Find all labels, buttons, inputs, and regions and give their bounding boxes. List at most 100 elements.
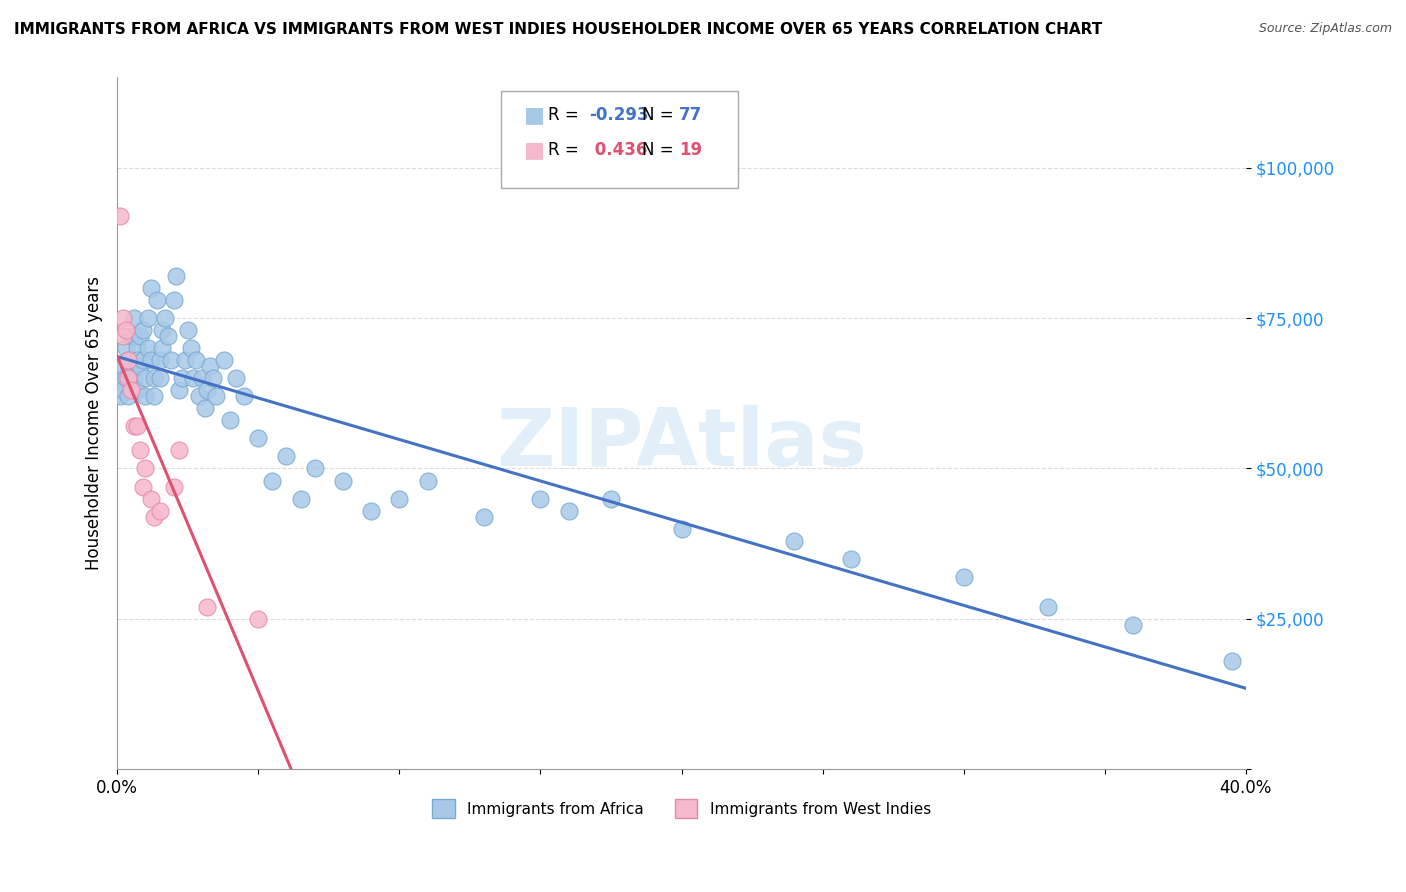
Point — [183, 371, 205, 385]
Point — [162, 479, 184, 493]
Point — [122, 311, 145, 326]
Point — [153, 311, 176, 326]
Point — [139, 353, 162, 368]
Point — [150, 323, 173, 337]
Point — [114, 371, 136, 385]
Point — [247, 612, 270, 626]
Point — [156, 329, 179, 343]
Text: IMMIGRANTS FROM AFRICA VS IMMIGRANTS FROM WEST INDIES HOUSEHOLDER INCOME OVER 65: IMMIGRANTS FROM AFRICA VS IMMIGRANTS FRO… — [14, 22, 1102, 37]
Point — [180, 341, 202, 355]
Point — [165, 268, 187, 283]
Point — [111, 359, 134, 374]
Point — [177, 323, 200, 337]
Point — [172, 371, 194, 385]
Text: R =: R = — [548, 141, 585, 159]
Point — [671, 522, 693, 536]
Point — [120, 371, 142, 385]
Point — [169, 443, 191, 458]
Point — [122, 371, 145, 385]
Text: Source: ZipAtlas.com: Source: ZipAtlas.com — [1258, 22, 1392, 36]
Point — [108, 209, 131, 223]
Point — [131, 353, 153, 368]
Point — [529, 491, 551, 506]
Point — [139, 281, 162, 295]
Point — [1122, 618, 1144, 632]
Point — [108, 389, 131, 403]
Point — [200, 359, 222, 374]
Point — [111, 384, 134, 398]
Point — [148, 353, 170, 368]
Point — [128, 329, 150, 343]
Point — [136, 341, 159, 355]
Point — [111, 311, 134, 326]
Point — [114, 323, 136, 337]
Point — [214, 353, 236, 368]
Point — [122, 329, 145, 343]
Point — [783, 533, 806, 548]
Legend: Immigrants from Africa, Immigrants from West Indies: Immigrants from Africa, Immigrants from … — [426, 793, 936, 824]
Point — [233, 389, 256, 403]
Point — [120, 353, 142, 368]
Point — [205, 389, 228, 403]
Point — [360, 503, 382, 517]
Point — [145, 293, 167, 307]
Point — [142, 389, 165, 403]
Text: 77: 77 — [679, 106, 703, 125]
Text: ■: ■ — [523, 105, 544, 126]
Point — [194, 401, 217, 416]
Point — [131, 323, 153, 337]
Point — [148, 503, 170, 517]
Point — [139, 491, 162, 506]
Point — [197, 384, 219, 398]
Point — [262, 474, 284, 488]
Point — [114, 341, 136, 355]
Y-axis label: Householder Income Over 65 years: Householder Income Over 65 years — [86, 277, 103, 570]
Point — [120, 329, 142, 343]
Point — [1220, 654, 1243, 668]
Point — [134, 371, 156, 385]
Point — [120, 384, 142, 398]
Point — [125, 341, 148, 355]
Point — [416, 474, 439, 488]
Point — [557, 503, 579, 517]
Point — [202, 371, 225, 385]
Point — [125, 384, 148, 398]
Point — [186, 353, 208, 368]
Point — [134, 461, 156, 475]
Point — [142, 509, 165, 524]
Point — [117, 353, 139, 368]
Text: -0.293: -0.293 — [589, 106, 648, 125]
Text: N =: N = — [643, 106, 679, 125]
FancyBboxPatch shape — [501, 91, 738, 188]
Point — [142, 371, 165, 385]
Point — [128, 443, 150, 458]
Point — [162, 293, 184, 307]
Point — [219, 413, 242, 427]
Point — [388, 491, 411, 506]
Point — [197, 599, 219, 614]
Point — [117, 389, 139, 403]
Point — [276, 450, 298, 464]
Point — [148, 371, 170, 385]
Point — [128, 359, 150, 374]
Point — [839, 551, 862, 566]
Text: ZIPAtlas: ZIPAtlas — [496, 405, 868, 483]
Point — [117, 371, 139, 385]
Point — [134, 389, 156, 403]
Point — [472, 509, 495, 524]
Point — [111, 329, 134, 343]
Point — [225, 371, 247, 385]
Point — [188, 389, 211, 403]
Point — [304, 461, 326, 475]
Point — [332, 474, 354, 488]
Text: R =: R = — [548, 106, 585, 125]
Point — [125, 419, 148, 434]
Point — [150, 341, 173, 355]
Point — [131, 479, 153, 493]
Point — [174, 353, 197, 368]
Point — [290, 491, 312, 506]
Point — [108, 371, 131, 385]
Point — [169, 384, 191, 398]
Text: N =: N = — [643, 141, 679, 159]
Point — [952, 570, 974, 584]
